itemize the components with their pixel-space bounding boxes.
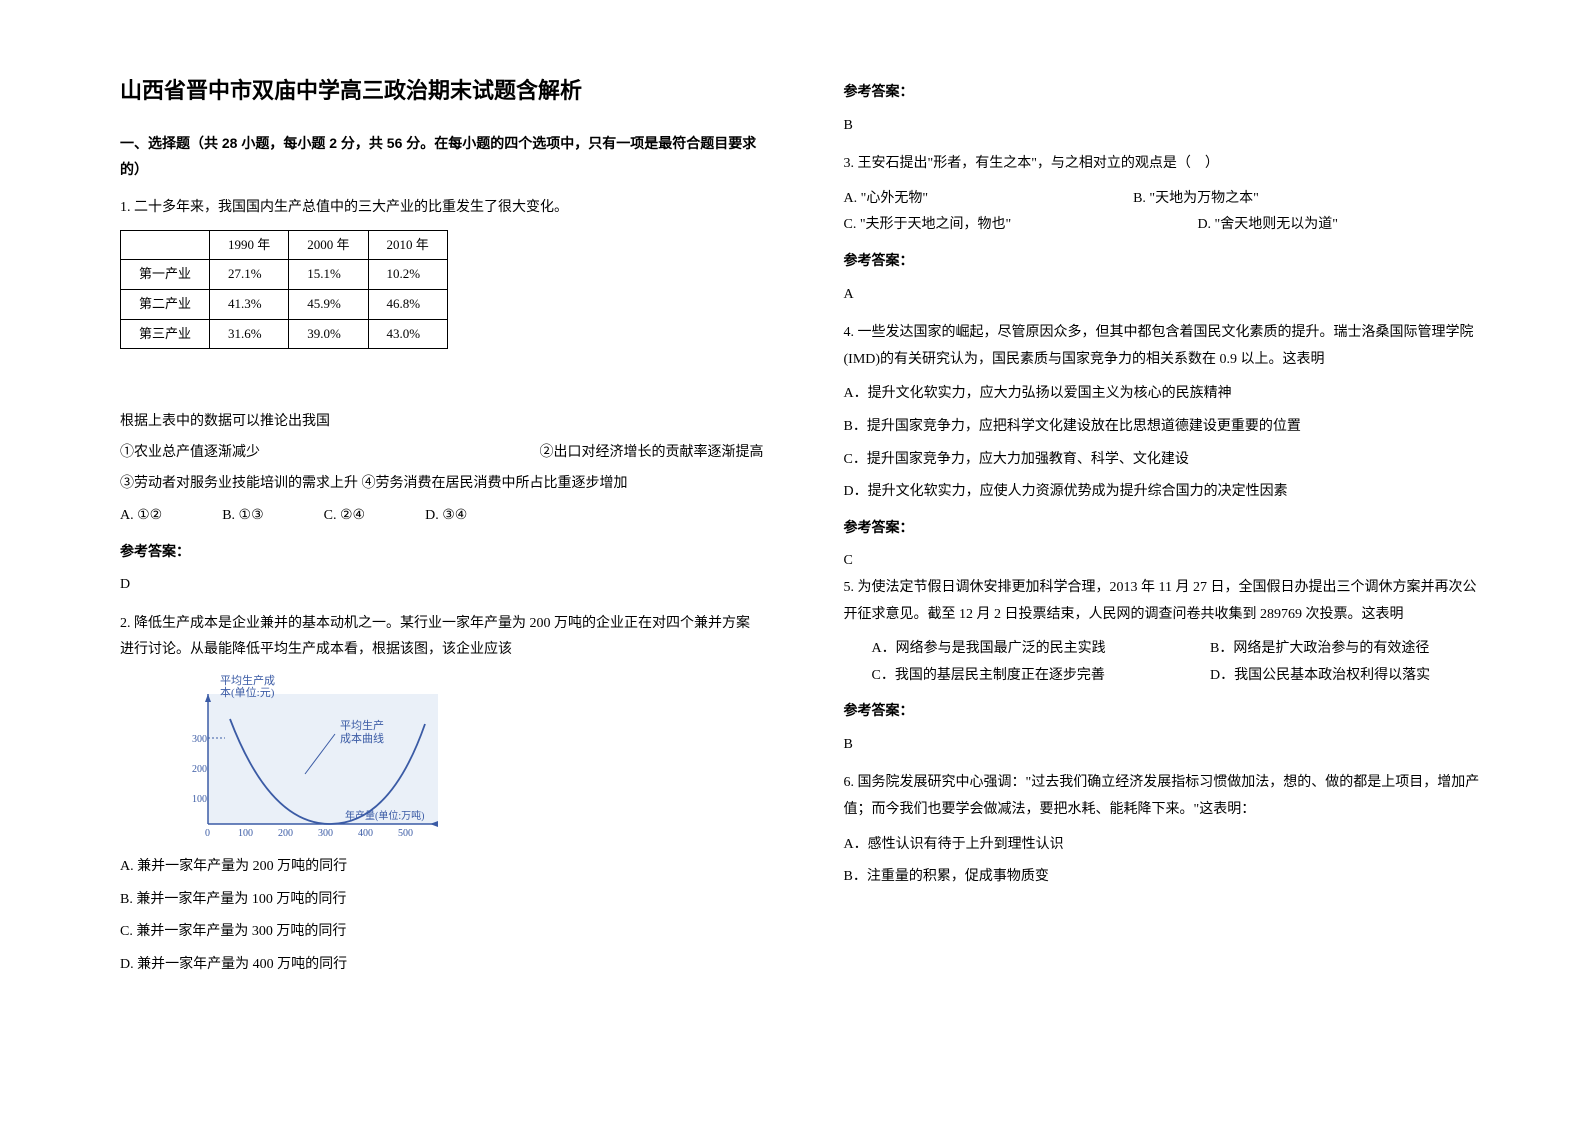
q2-chart: 300 200 100 0 100 200 300 400 500 平均生产成 … — [180, 674, 440, 844]
q5-option-a: A．网络参与是我国最广泛的民主实践 — [872, 636, 1211, 663]
q1-option-b: B. ①③ — [222, 503, 263, 530]
q3-answer-label: 参考答案： — [844, 247, 1488, 274]
table-cell: 39.0% — [289, 319, 368, 349]
table-cell: 43.0% — [368, 319, 447, 349]
table-cell: 31.6% — [210, 319, 289, 349]
q2-option-b: B. 兼并一家年产量为 100 万吨的同行 — [120, 887, 764, 914]
table-row: 第一产业 27.1% 15.1% 10.2% — [121, 260, 448, 290]
chart-bg — [208, 694, 438, 824]
q2-option-d: D. 兼并一家年产量为 400 万吨的同行 — [120, 952, 764, 979]
table-cell: 45.9% — [289, 289, 368, 319]
q1-statements-line1: ①农业总产值逐渐减少 ②出口对经济增长的贡献率逐渐提高 — [120, 440, 764, 467]
q1-stmt-1: ①农业总产值逐渐减少 — [120, 440, 260, 467]
q1-options: A. ①② B. ①③ C. ②④ D. ③④ — [120, 503, 764, 530]
q6-option-b: B．注重量的积累，促成事物质变 — [844, 864, 1488, 891]
left-column: 山西省晋中市双庙中学高三政治期末试题含解析 一、选择题（共 28 小题，每小题 … — [100, 70, 804, 1082]
q3-answer: A — [844, 282, 1488, 309]
q6-stem: 6. 国务院发展研究中心强调："过去我们确立经济发展指标习惯做加法，想的、做的都… — [844, 770, 1488, 823]
table-cell: 27.1% — [210, 260, 289, 290]
q5-options-row2: C．我国的基层民主制度正在逐步完善 D．我国公民基本政治权利得以落实 — [844, 663, 1488, 690]
q4-option-b: B．提升国家竞争力，应把科学文化建设放在比思想道德建设更重要的位置 — [844, 414, 1488, 441]
q4-option-a: A．提升文化软实力，应大力弘扬以爱国主义为核心的民族精神 — [844, 381, 1488, 408]
q2-answer-label: 参考答案： — [844, 78, 1488, 105]
q4-stem: 4. 一些发达国家的崛起，尽管原因众多，但其中都包含着国民文化素质的提升。瑞士洛… — [844, 320, 1488, 373]
x-tick-300: 300 — [318, 828, 333, 839]
q1-stem: 1. 二十多年来，我国国内生产总值中的三大产业的比重发生了很大变化。 — [120, 195, 764, 222]
q3-option-d: D. "舍天地则无以为道" — [1197, 212, 1487, 239]
q3-option-b: B. "天地为万物之本" — [1133, 186, 1487, 213]
table-row: 第三产业 31.6% 39.0% 43.0% — [121, 319, 448, 349]
right-column: 参考答案： B 3. 王安石提出"形者，有生之本"，与之相对立的观点是（ ） A… — [804, 70, 1508, 1082]
q2-option-a: A. 兼并一家年产量为 200 万吨的同行 — [120, 854, 764, 881]
q4-option-d: D．提升文化软实力，应使人力资源优势成为提升综合国力的决定性因素 — [844, 479, 1488, 506]
q5-stem: 5. 为使法定节假日调休安排更加科学合理，2013 年 11 月 27 日，全国… — [844, 575, 1488, 628]
curve-label-1: 平均生产 — [340, 718, 384, 732]
table-cell: 15.1% — [289, 260, 368, 290]
x-axis-label: 年产量(单位:万吨) — [345, 809, 424, 822]
curve-label-2: 成本曲线 — [340, 731, 384, 745]
y-tick-100: 100 — [192, 794, 207, 805]
table-cell: 1990 年 — [210, 230, 289, 260]
q2-option-c: C. 兼并一家年产量为 300 万吨的同行 — [120, 919, 764, 946]
q1-statements-line2: ③劳动者对服务业技能培训的需求上升 ④劳务消费在居民消费中所占比重逐步增加 — [120, 471, 764, 498]
y-axis-label-1: 平均生产成 — [220, 674, 275, 687]
table-cell: 41.3% — [210, 289, 289, 319]
table-row: 第二产业 41.3% 45.9% 46.8% — [121, 289, 448, 319]
q6-option-a: A．感性认识有待于上升到理性认识 — [844, 832, 1488, 859]
q5-option-c: C．我国的基层民主制度正在逐步完善 — [872, 663, 1211, 690]
q1-stmt-2: ②出口对经济增长的贡献率逐渐提高 — [540, 440, 764, 467]
table-cell: 第三产业 — [121, 319, 210, 349]
page-title: 山西省晋中市双庙中学高三政治期末试题含解析 — [120, 70, 764, 112]
y-axis-label-2: 本(单位:元) — [220, 685, 275, 699]
y-tick-200: 200 — [192, 764, 207, 775]
table-cell: 2010 年 — [368, 230, 447, 260]
chart-svg: 300 200 100 0 100 200 300 400 500 平均生产成 … — [180, 674, 440, 844]
q4-option-c: C．提升国家竞争力，应大力加强教育、科学、文化建设 — [844, 447, 1488, 474]
x-tick-100: 100 — [238, 828, 253, 839]
q2-stem: 2. 降低生产成本是企业兼并的基本动机之一。某行业一家年产量为 200 万吨的企… — [120, 611, 764, 664]
q1-option-c: C. ②④ — [324, 503, 365, 530]
table-cell: 10.2% — [368, 260, 447, 290]
q1-after-table: 根据上表中的数据可以推论出我国 — [120, 409, 764, 436]
y-tick-300: 300 — [192, 734, 207, 745]
q1-option-d: D. ③④ — [425, 503, 467, 530]
q5-option-d: D．我国公民基本政治权利得以落实 — [1210, 663, 1487, 690]
q5-answer-label: 参考答案： — [844, 697, 1488, 724]
table-cell: 46.8% — [368, 289, 447, 319]
q3-option-c: C. "夫形于天地之间，物也" — [844, 212, 1198, 239]
q1-option-a: A. ①② — [120, 503, 162, 530]
x-tick-0: 0 — [205, 828, 210, 839]
q3-options-row1: A. "心外无物" B. "天地为万物之本" — [844, 186, 1488, 213]
section-1-header: 一、选择题（共 28 小题，每小题 2 分，共 56 分。在每小题的四个选项中，… — [120, 130, 764, 183]
q3-stem: 3. 王安石提出"形者，有生之本"，与之相对立的观点是（ ） — [844, 151, 1488, 178]
q1-answer: D — [120, 572, 764, 599]
table-header-row: 1990 年 2000 年 2010 年 — [121, 230, 448, 260]
q4-answer-label: 参考答案： — [844, 514, 1488, 541]
x-tick-500: 500 — [398, 828, 413, 839]
table-cell: 2000 年 — [289, 230, 368, 260]
table-cell: 第一产业 — [121, 260, 210, 290]
q4-answer: C — [844, 548, 1488, 575]
q2-answer: B — [844, 113, 1488, 140]
q5-options-row1: A．网络参与是我国最广泛的民主实践 B．网络是扩大政治参与的有效途径 — [844, 636, 1488, 663]
q5-answer: B — [844, 732, 1488, 759]
x-tick-400: 400 — [358, 828, 373, 839]
q3-options-row2: C. "夫形于天地之间，物也" D. "舍天地则无以为道" — [844, 212, 1488, 239]
q1-answer-label: 参考答案： — [120, 538, 764, 565]
q1-table: 1990 年 2000 年 2010 年 第一产业 27.1% 15.1% 10… — [120, 230, 448, 350]
table-cell — [121, 230, 210, 260]
x-tick-200: 200 — [278, 828, 293, 839]
q3-option-a: A. "心外无物" — [844, 186, 1134, 213]
q5-option-b: B．网络是扩大政治参与的有效途径 — [1210, 636, 1487, 663]
table-cell: 第二产业 — [121, 289, 210, 319]
